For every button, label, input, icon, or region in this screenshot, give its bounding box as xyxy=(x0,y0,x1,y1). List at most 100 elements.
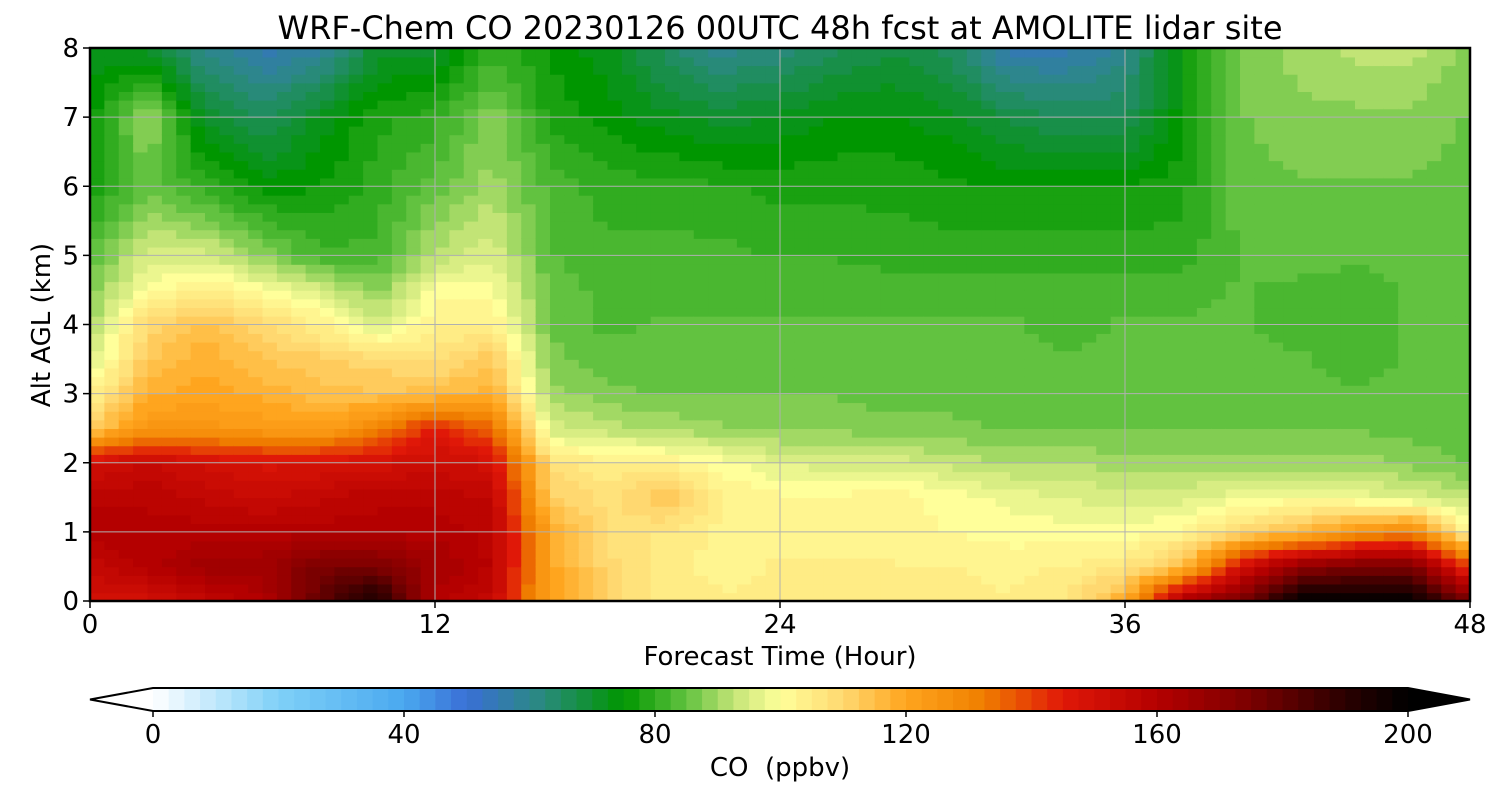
co-cell xyxy=(780,255,796,265)
co-cell xyxy=(923,82,939,92)
co-cell xyxy=(219,575,235,585)
co-cell xyxy=(406,160,422,170)
co-cell xyxy=(736,289,753,300)
co-cell xyxy=(722,359,738,369)
co-cell xyxy=(693,333,709,343)
co-cell xyxy=(1153,255,1169,265)
co-cell xyxy=(722,65,738,75)
co-cell xyxy=(463,333,479,343)
co-cell xyxy=(1010,419,1026,429)
co-cell xyxy=(391,488,408,499)
co-cell xyxy=(837,333,853,343)
co-cell xyxy=(1081,376,1098,386)
co-cell xyxy=(1139,419,1155,429)
co-cell xyxy=(348,428,364,438)
co-cell xyxy=(794,454,810,464)
co-cell xyxy=(665,549,681,559)
co-cell xyxy=(1110,117,1126,127)
co-cell xyxy=(665,592,681,601)
co-cell xyxy=(291,462,307,473)
co-cell xyxy=(1182,359,1198,369)
co-cell xyxy=(736,264,753,274)
co-cell xyxy=(406,402,422,412)
co-cell xyxy=(837,307,853,317)
co-cell xyxy=(506,56,523,67)
co-cell xyxy=(248,402,264,412)
co-cell xyxy=(722,454,738,464)
co-cell xyxy=(607,540,623,550)
co-cell xyxy=(276,229,293,239)
co-cell xyxy=(449,488,465,499)
co-cell xyxy=(1139,160,1155,170)
co-cell xyxy=(420,445,436,455)
co-cell xyxy=(736,436,753,447)
co-cell xyxy=(621,531,638,542)
co-cell xyxy=(1153,575,1169,585)
co-cell xyxy=(636,315,652,326)
co-cell xyxy=(435,488,451,499)
co-cell xyxy=(1024,143,1040,153)
co-cell xyxy=(320,117,336,127)
co-cell xyxy=(923,540,939,550)
co-cell xyxy=(420,229,436,239)
co-cell xyxy=(1182,575,1198,585)
co-cell xyxy=(679,393,695,404)
co-cell xyxy=(593,315,609,326)
co-cell xyxy=(808,350,824,360)
co-cell xyxy=(780,402,796,412)
co-cell xyxy=(363,238,379,248)
co-cell xyxy=(593,212,609,222)
co-cell xyxy=(219,419,235,429)
co-cell xyxy=(923,73,939,84)
co-cell xyxy=(895,436,911,447)
co-cell xyxy=(808,48,824,58)
co-cell xyxy=(219,445,235,455)
co-cell xyxy=(981,324,997,334)
co-cell xyxy=(190,73,206,84)
co-cell xyxy=(305,151,321,162)
co-cell xyxy=(219,505,235,516)
co-cell xyxy=(550,523,566,533)
co-cell xyxy=(377,575,393,585)
co-cell xyxy=(377,117,393,127)
co-cell xyxy=(334,220,350,231)
co-cell xyxy=(808,220,824,231)
co-cell xyxy=(391,480,408,490)
co-cell xyxy=(521,48,537,58)
co-cell xyxy=(938,56,954,67)
co-cell xyxy=(736,419,753,429)
co-cell xyxy=(320,82,336,92)
co-cell xyxy=(449,350,465,360)
co-cell xyxy=(593,73,609,84)
co-cell xyxy=(880,445,896,455)
co-cell xyxy=(866,575,882,585)
co-cell xyxy=(492,471,508,481)
co-cell xyxy=(1139,566,1155,576)
co-cell xyxy=(406,462,422,473)
co-cell xyxy=(449,238,465,248)
co-cell xyxy=(320,168,336,179)
co-cell xyxy=(823,272,839,283)
co-cell xyxy=(1168,350,1184,360)
co-cell xyxy=(693,125,709,136)
co-cell xyxy=(923,324,939,334)
co-cell xyxy=(1153,410,1169,421)
co-cell xyxy=(995,160,1011,170)
co-cell xyxy=(190,583,206,594)
co-cell xyxy=(607,160,623,170)
co-cell xyxy=(650,402,666,412)
co-cell xyxy=(851,194,868,205)
co-cell xyxy=(1110,56,1126,67)
co-cell xyxy=(348,592,364,601)
co-cell xyxy=(262,540,278,550)
co-cell xyxy=(219,384,235,395)
co-cell xyxy=(391,289,408,300)
co-cell xyxy=(190,220,206,231)
co-cell xyxy=(952,436,968,447)
co-cell xyxy=(909,177,925,188)
co-cell xyxy=(880,117,896,127)
co-cell xyxy=(909,333,925,343)
co-cell xyxy=(391,117,408,127)
co-cell xyxy=(1024,333,1040,343)
co-cell xyxy=(650,445,666,455)
